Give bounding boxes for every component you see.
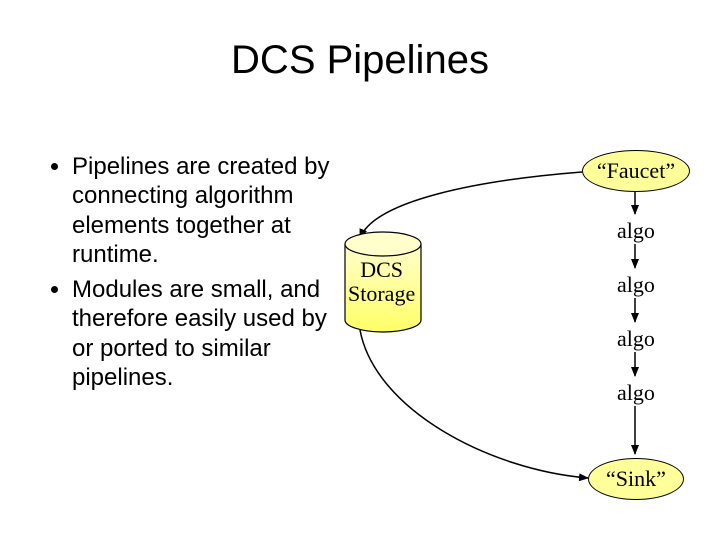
sink-node: “Sink” — [588, 458, 684, 500]
algo-node: algo — [606, 326, 666, 352]
slide-title: DCS Pipelines — [0, 38, 720, 83]
slide: DCS Pipelines Pipelines are created by c… — [0, 0, 720, 540]
bullet-list: Pipelines are created by connecting algo… — [48, 152, 338, 398]
algo-node: algo — [606, 380, 666, 406]
bullet-item: Pipelines are created by connecting algo… — [72, 152, 338, 269]
faucet-label: “Faucet” — [597, 158, 675, 184]
storage-label-line1: DCS — [348, 258, 415, 282]
storage-label: DCS Storage — [348, 258, 415, 306]
loop-arc-bottom — [360, 330, 588, 478]
loop-arc-top — [360, 172, 582, 238]
algo-node: algo — [606, 272, 666, 298]
sink-label: “Sink” — [606, 466, 666, 492]
pipeline-diagram: “Faucet” algo algo algo algo “Sink” DCS … — [330, 120, 710, 500]
bullet-item: Modules are small, and therefore easily … — [72, 275, 338, 392]
faucet-node: “Faucet” — [582, 150, 690, 192]
algo-node: algo — [606, 218, 666, 244]
storage-label-line2: Storage — [348, 282, 415, 306]
